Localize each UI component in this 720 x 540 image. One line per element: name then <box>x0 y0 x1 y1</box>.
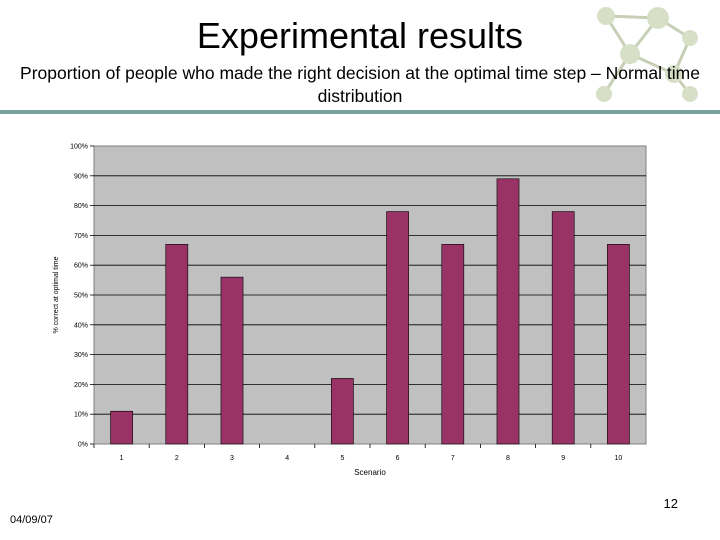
network-graph-logo <box>596 7 698 102</box>
y-tick-label: 70% <box>74 233 88 240</box>
y-tick-label: 50% <box>74 293 88 300</box>
y-tick-label: 20% <box>74 382 88 389</box>
y-tick-label: 30% <box>74 352 88 359</box>
y-tick-label: 60% <box>74 263 88 270</box>
y-tick-label: 80% <box>74 203 88 210</box>
y-tick-label: 0% <box>78 442 88 449</box>
footer-date: 04/09/07 <box>10 514 53 526</box>
y-tick-label: 10% <box>74 412 88 419</box>
bar <box>496 178 520 445</box>
slide-title: Experimental results <box>196 15 524 56</box>
x-tick-label: 6 <box>396 455 400 462</box>
slide-subtitle: Proportion of people who made the right … <box>20 63 700 106</box>
x-tick-label: 7 <box>451 455 455 462</box>
slide-number: 12 <box>663 496 678 511</box>
y-tick-label: 40% <box>74 322 88 329</box>
bar <box>110 410 133 445</box>
bar <box>165 244 189 445</box>
x-tick-label: 1 <box>120 455 124 462</box>
x-tick-label: 2 <box>175 455 179 462</box>
y-tick-label: 90% <box>74 173 88 180</box>
x-tick-label: 4 <box>285 455 289 462</box>
y-axis-label: % correct at optimal time <box>53 256 60 333</box>
bar <box>441 244 465 445</box>
bar-chart: 0% 10% 20% 30% 40% 50% 60% 70% 80% 90% 100% 1 2 3 4 5 6 7… <box>53 144 647 477</box>
x-tick-label: 5 <box>340 455 344 462</box>
bar <box>386 211 409 445</box>
x-tick-label: 8 <box>506 455 510 462</box>
bar <box>331 378 354 445</box>
x-tick-label: 9 <box>561 455 565 462</box>
bar <box>607 244 630 445</box>
title-divider <box>0 110 720 114</box>
bar <box>220 276 244 445</box>
x-tick-label: 3 <box>230 455 234 462</box>
bar <box>551 211 575 445</box>
x-tick-label: 10 <box>615 455 623 462</box>
y-tick-label: 100% <box>70 144 88 151</box>
x-axis-label: Scenario <box>354 468 386 477</box>
